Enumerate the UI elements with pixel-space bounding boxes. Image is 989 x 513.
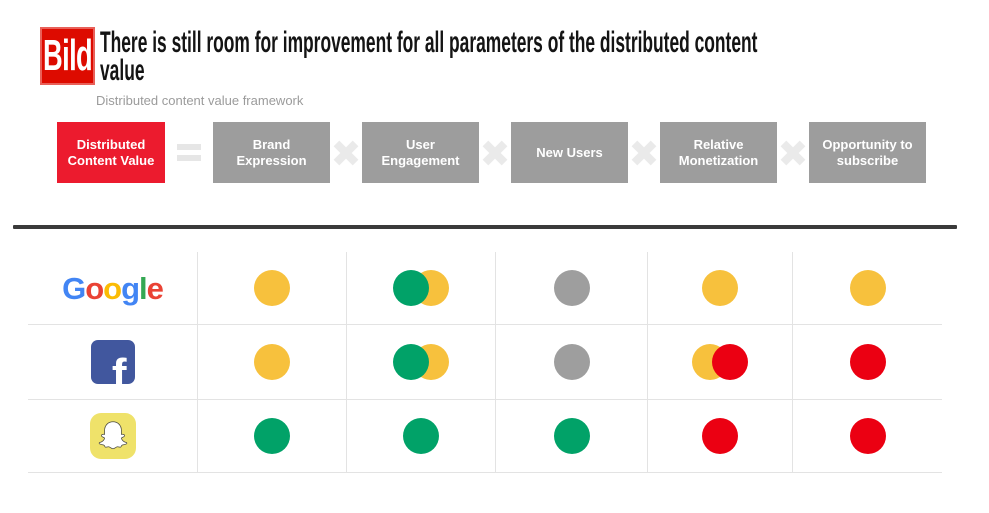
rating-dot-red <box>712 344 748 380</box>
facebook-logo: f <box>90 340 135 385</box>
snapchat-ghost-icon <box>98 421 127 450</box>
rating-dot-yellow <box>254 344 290 380</box>
times-glyph <box>483 141 507 165</box>
times-glyph <box>632 141 656 165</box>
framework-equation: Distributed Content Value Brand Expressio… <box>57 122 926 183</box>
rating-cell-snapchat-relative-monetization <box>648 400 793 473</box>
times-icon <box>628 122 660 183</box>
rating-dot-red <box>849 344 886 380</box>
title-line1: There is still room for improvement for … <box>100 26 758 59</box>
factor-box-user-engagement: User Engagement <box>362 122 479 183</box>
rating-cell-facebook-brand-expression <box>198 325 347 400</box>
rating-cell-google-brand-expression <box>198 252 347 325</box>
rating-cell-facebook-relative-monetization <box>648 325 793 400</box>
rating-dot-green <box>403 418 439 454</box>
factor-box-relative-monetization: Relative Monetization <box>660 122 777 183</box>
title-line2: value <box>100 54 145 87</box>
rating-dot-gray <box>553 270 590 306</box>
rating-dot-red <box>702 418 738 454</box>
equals-glyph <box>177 144 201 161</box>
times-icon <box>777 122 809 183</box>
factor-box-opportunity-to-subscribe: Opportunity to subscribe <box>809 122 926 183</box>
distributed-content-value-box: Distributed Content Value <box>57 122 165 183</box>
facebook-f-glyph: f <box>111 350 127 385</box>
rating-cell-snapchat-user-engagement <box>347 400 496 473</box>
factor-box-brand-expression: Brand Expression <box>213 122 330 183</box>
platform-cell-snapchat <box>28 400 198 473</box>
rating-cell-google-user-engagement <box>347 252 496 325</box>
rating-cell-snapchat-new-users <box>496 400 648 473</box>
section-divider <box>13 225 957 229</box>
google-logo-letter: G <box>62 270 86 306</box>
google-logo-letter: o <box>103 270 122 306</box>
rating-dot-green <box>254 418 290 454</box>
times-glyph <box>781 141 805 165</box>
times-icon <box>330 122 362 183</box>
bild-logo: Bild <box>40 27 95 85</box>
ratings-table: Google f <box>28 252 942 473</box>
rating-cell-snapchat-brand-expression <box>198 400 347 473</box>
snapchat-logo <box>89 413 136 459</box>
rating-dot-green <box>393 270 429 306</box>
rating-dot-yellow <box>702 270 738 306</box>
rating-cell-facebook-opportunity-to-subscribe <box>793 325 942 400</box>
factor-box-new-users: New Users <box>511 122 628 183</box>
times-glyph <box>334 141 358 165</box>
bild-logo-text: Bild <box>42 31 93 80</box>
google-logo-letter: l <box>139 270 148 306</box>
framework-caption: Distributed content value framework <box>96 93 304 108</box>
rating-dot-yellow <box>849 270 886 306</box>
platform-cell-facebook: f <box>28 325 198 400</box>
rating-dot-gray <box>553 344 590 380</box>
rating-cell-facebook-user-engagement <box>347 325 496 400</box>
equals-icon <box>165 122 213 183</box>
rating-cell-google-new-users <box>496 252 648 325</box>
times-icon <box>479 122 511 183</box>
rating-dot-red <box>849 418 886 454</box>
google-logo: Google <box>62 270 164 306</box>
rating-cell-google-opportunity-to-subscribe <box>793 252 942 325</box>
google-logo-letter: e <box>146 270 164 306</box>
rating-dot-yellow <box>254 270 290 306</box>
google-logo-letter: g <box>121 270 140 306</box>
page-title: There is still room for improvement for … <box>100 26 758 87</box>
rating-dot-green <box>553 418 590 454</box>
rating-dot-green <box>393 344 429 380</box>
rating-cell-facebook-new-users <box>496 325 648 400</box>
rating-cell-google-relative-monetization <box>648 252 793 325</box>
platform-cell-google: Google <box>28 252 198 325</box>
google-logo-letter: o <box>85 270 104 306</box>
rating-cell-snapchat-opportunity-to-subscribe <box>793 400 942 473</box>
